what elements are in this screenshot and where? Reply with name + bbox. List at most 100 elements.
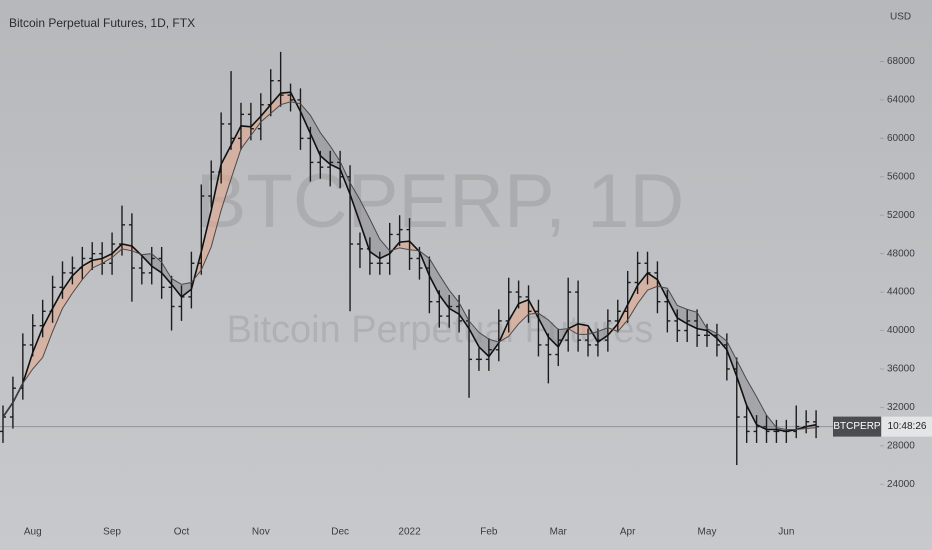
ma-band — [389, 242, 400, 254]
chart-title: Bitcoin Perpetual Futures, 1D, FTX — [9, 16, 195, 30]
ohlc-bar — [654, 261, 661, 314]
ohlc-bar — [59, 261, 66, 299]
ohlc-bar — [277, 51, 284, 107]
ohlc-bar — [327, 150, 334, 187]
y-tick-label: 36000 — [887, 364, 915, 375]
ma-band — [647, 272, 658, 291]
ohlc-bar — [446, 294, 453, 328]
watermark: BTCPERP, 1D — [196, 159, 685, 244]
ohlc-bar — [743, 405, 750, 443]
y-tick-label: 52000 — [887, 210, 915, 221]
ohlc-bar — [565, 277, 572, 352]
x-tick-label: Jun — [778, 527, 794, 538]
y-tick-label: 56000 — [887, 171, 915, 182]
y-tick-label: 44000 — [887, 287, 915, 298]
ma-band — [667, 288, 678, 319]
ma-band — [627, 285, 638, 320]
x-tick-label: Aug — [24, 527, 42, 538]
ma-band — [320, 132, 331, 165]
ohlc-bar — [89, 242, 96, 270]
ohlc-bar — [287, 83, 294, 112]
ohlc-bar — [29, 314, 36, 357]
ma-band — [568, 323, 579, 335]
ohlc-bar — [396, 215, 403, 246]
ma-band — [637, 272, 648, 304]
y-tick-label: 24000 — [887, 479, 915, 490]
countdown-label: 10:48:26 — [888, 421, 927, 432]
y-tick-label: 48000 — [887, 248, 915, 259]
ma-band — [270, 93, 281, 114]
ohlc-bar — [228, 71, 235, 150]
ma-band — [597, 327, 608, 343]
ma-band — [478, 332, 489, 357]
ma-band — [469, 320, 479, 347]
ma-band — [250, 116, 261, 136]
ohlc-bar — [475, 347, 482, 371]
x-tick-label: Dec — [331, 527, 349, 538]
ma-band — [746, 379, 757, 425]
ohlc-bar — [624, 270, 631, 323]
ma-band — [508, 303, 519, 337]
y-tick-label: 40000 — [887, 325, 915, 336]
ohlc-bar — [386, 222, 393, 275]
ohlc-bar — [575, 280, 582, 352]
ma-band — [359, 199, 370, 252]
ohlc-bar — [485, 338, 492, 371]
symbol-label: BTCPERP — [833, 421, 881, 432]
ohlc-bar — [545, 333, 552, 384]
ohlc-bar — [0, 405, 6, 443]
ma-band — [201, 210, 212, 270]
ma-line — [2, 101, 817, 430]
ma-band — [32, 327, 43, 369]
ohlc-bar — [39, 299, 46, 338]
y-tick-label: 68000 — [887, 56, 915, 67]
ohlc-bar — [208, 160, 215, 208]
ohlc-bar — [674, 309, 681, 343]
ohlc-bar — [585, 328, 592, 357]
x-tick-label: Oct — [174, 527, 190, 538]
ma-band — [62, 275, 73, 309]
ohlc-bar — [247, 102, 254, 141]
ma-band — [211, 164, 222, 247]
ma-band — [369, 219, 380, 259]
ma-band — [231, 125, 241, 179]
ma-band — [429, 258, 440, 295]
ohlc-bar — [793, 405, 800, 439]
ohlc-bar — [704, 323, 711, 347]
ma-band — [399, 241, 410, 250]
x-tick-label: Feb — [480, 527, 498, 538]
ma-band — [687, 309, 698, 329]
ma-band — [161, 262, 172, 285]
x-tick-label: Nov — [252, 527, 270, 538]
ohlc-bar — [128, 213, 135, 302]
ma-band — [102, 253, 113, 264]
y-tick-label: 64000 — [887, 95, 915, 106]
ma-band — [518, 299, 529, 324]
ohlc-bar — [604, 309, 611, 352]
ma-band — [578, 323, 589, 335]
ma-band — [72, 266, 83, 294]
ma-band — [42, 308, 53, 358]
y-tick-label: 60000 — [887, 133, 915, 144]
x-tick-label: Sep — [103, 527, 121, 538]
ohlc-bar — [138, 256, 145, 285]
ma-band — [379, 239, 390, 259]
ohlc-bar — [535, 299, 542, 357]
ma-band — [350, 182, 360, 223]
ohlc-bar — [813, 410, 820, 439]
ohlc-bar — [803, 410, 810, 434]
ma-band — [607, 323, 618, 336]
ma-band — [330, 146, 341, 170]
ohlc-bar — [436, 290, 443, 328]
ma-band — [310, 115, 321, 156]
ohlc-bar — [773, 419, 780, 443]
ohlc-bar — [307, 126, 314, 182]
ma-band — [260, 104, 271, 123]
ma-band — [181, 282, 192, 297]
currency-label: USD — [890, 12, 911, 23]
x-tick-label: 2022 — [398, 527, 421, 538]
symbol-label-box — [833, 416, 881, 437]
ohlc-bar — [188, 251, 195, 309]
ma-band — [92, 258, 103, 269]
